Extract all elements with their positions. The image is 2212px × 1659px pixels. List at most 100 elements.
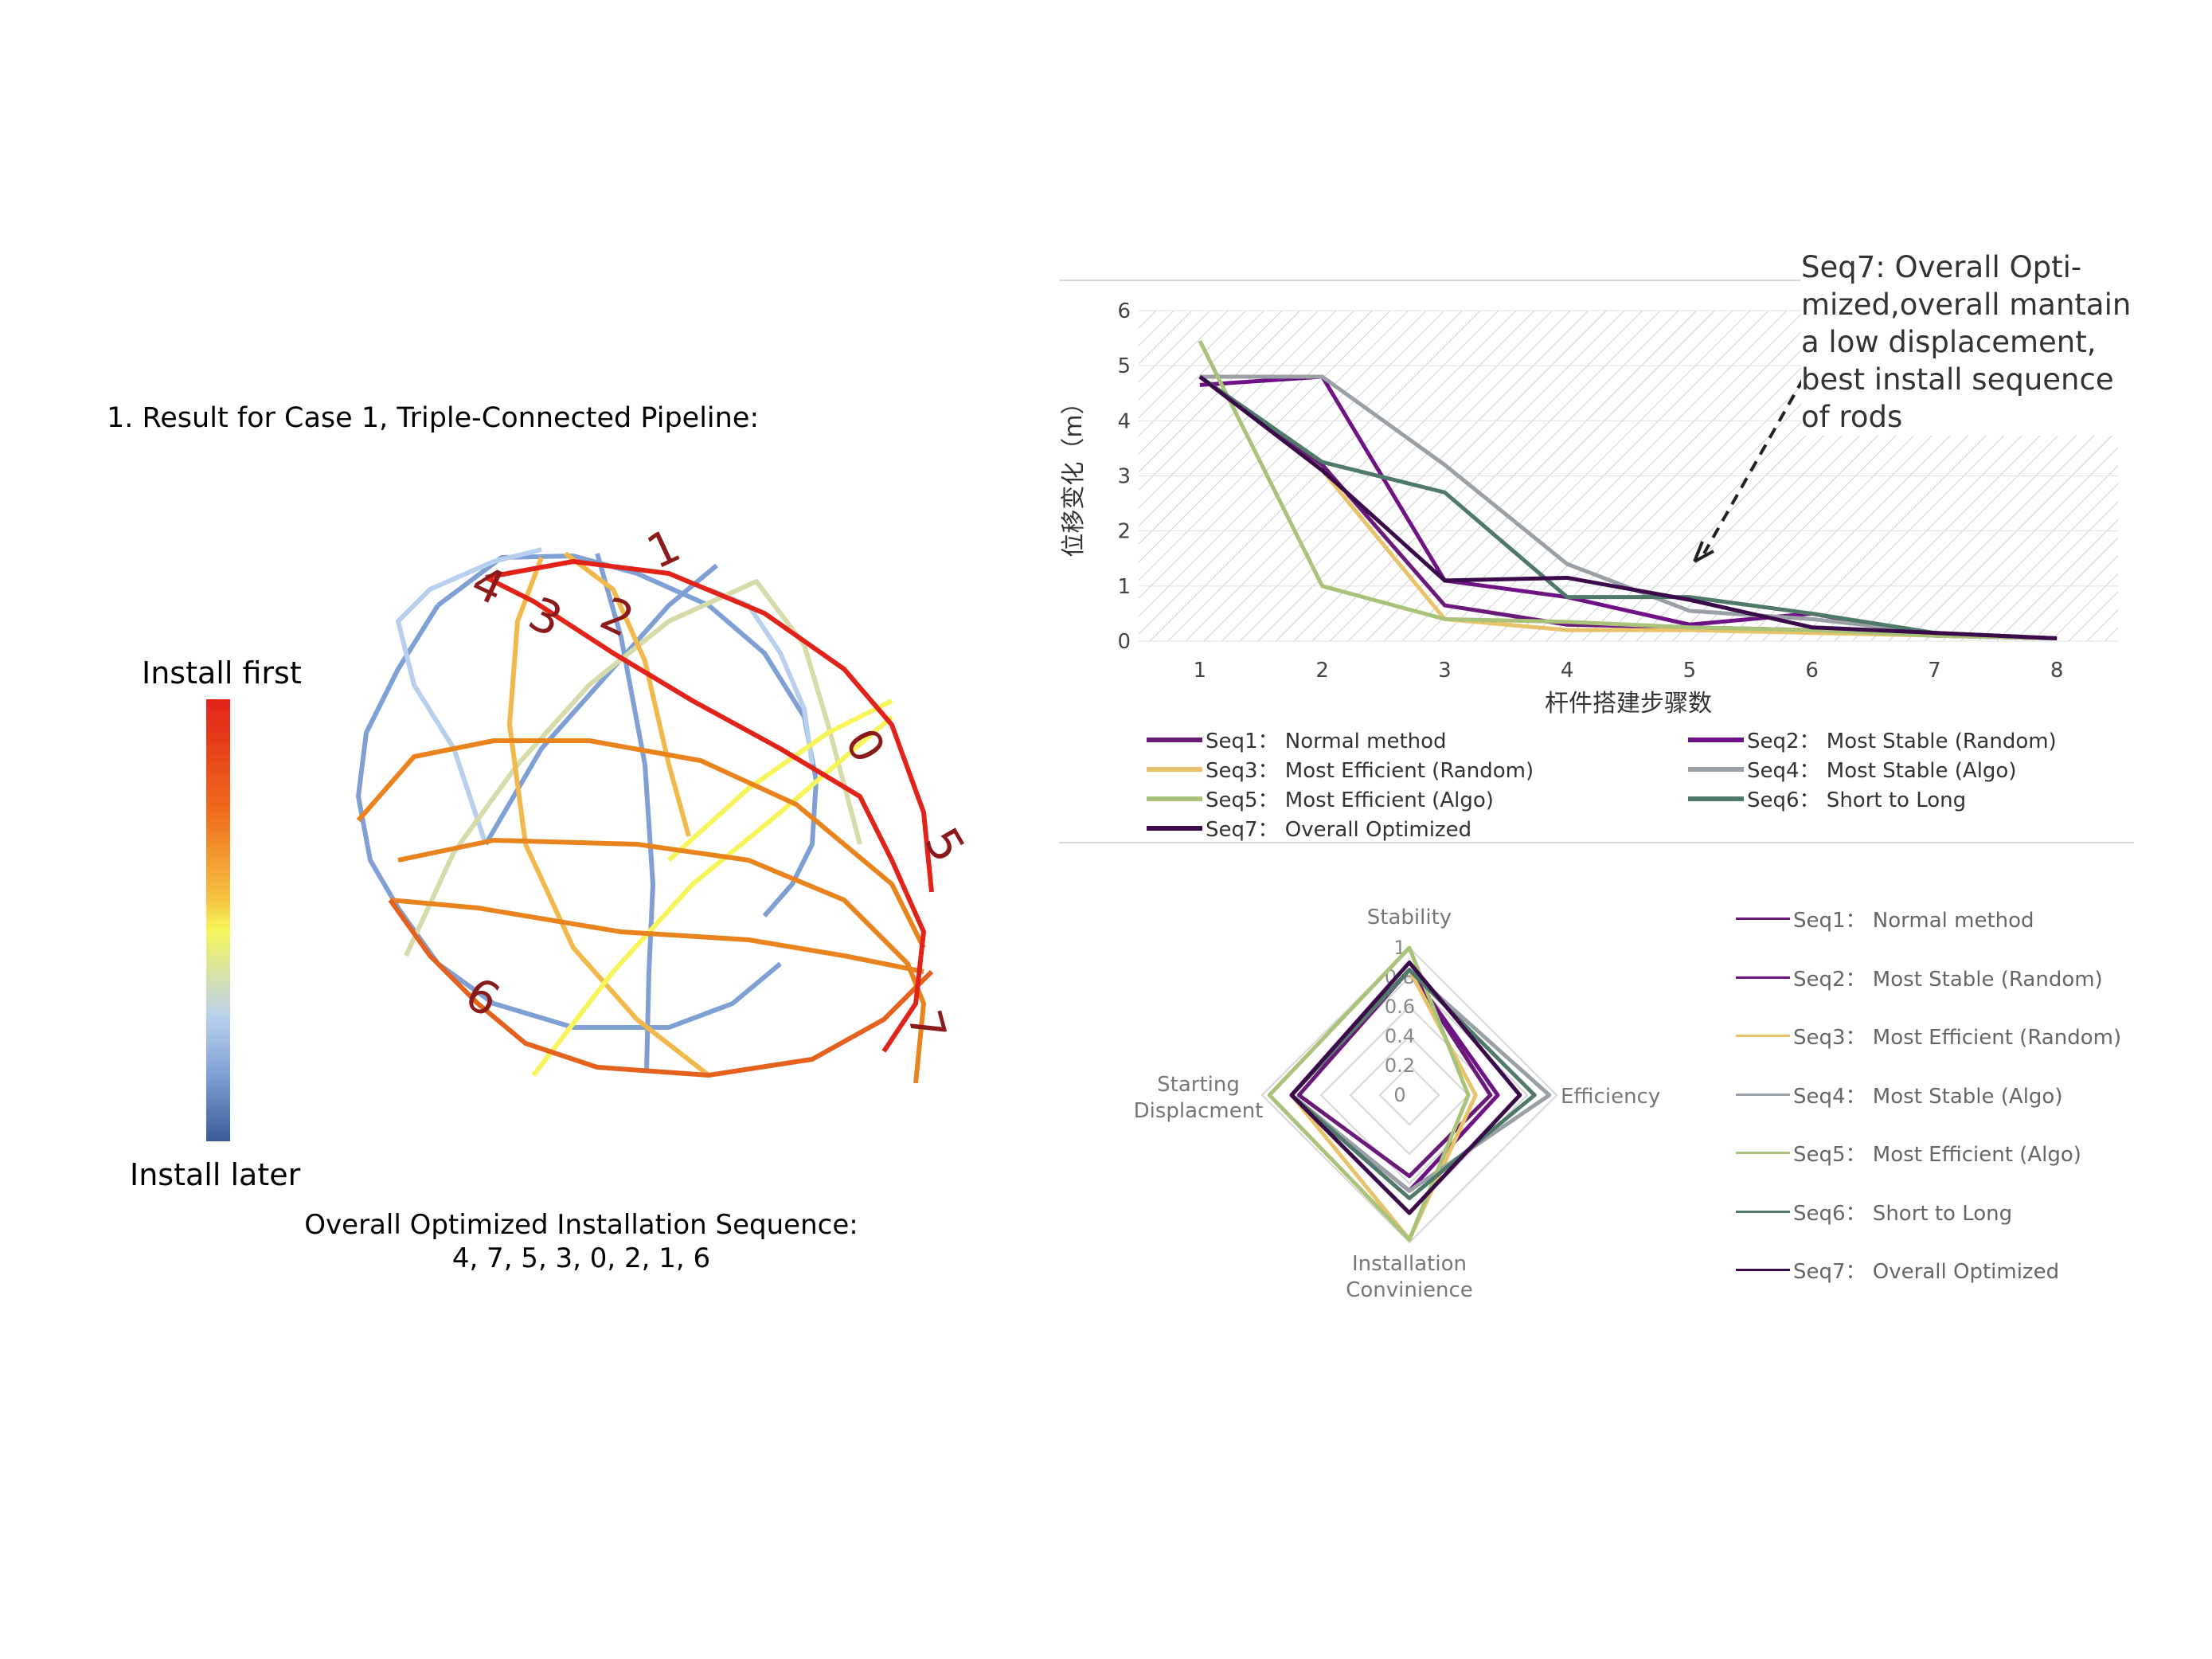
legend-item: Seq4： Most Stable (Algo)	[1736, 1080, 2062, 1109]
radar-axis-label-displacment: Displacment	[1134, 1099, 1264, 1123]
rod-orange-1	[356, 738, 926, 949]
radar-tick-label: 0	[1393, 1084, 1405, 1106]
y-tick-label: 5	[1117, 354, 1131, 378]
legend-item: Seq4： Most Stable (Algo)	[1688, 754, 2016, 784]
rod-yellow-1	[531, 714, 893, 1077]
x-tick-label: 2	[1315, 659, 1329, 683]
rod-blue-diagonal	[483, 563, 718, 846]
rod-blue-outer-right	[436, 554, 819, 918]
x-tick-label: 1	[1194, 659, 1207, 683]
legend-item: Seq2： Most Stable (Random)	[1736, 963, 2103, 992]
legend-label: Seq4： Most Stable (Algo)	[1793, 1084, 2063, 1109]
radar-chart: 00.20.40.60.81 Stability Efficiency Inst…	[1134, 906, 1661, 1302]
rod-red-orange-bottom	[388, 898, 934, 1078]
legend-item: Seq3： Most Efficient (Random)	[1147, 754, 1534, 784]
colorbar-label-top: Install first	[142, 655, 302, 691]
x-tick-label: 6	[1805, 659, 1819, 683]
legend-item: Seq3： Most Efficient (Random)	[1736, 1021, 2121, 1051]
colorbar-label-bottom: Install later	[130, 1157, 301, 1192]
series-line-7	[1198, 375, 2058, 641]
rod-label: 7	[897, 1004, 956, 1047]
legend-label: Seq7： Overall Optimized	[1206, 818, 1472, 842]
legend-swatch	[1147, 796, 1202, 801]
rod-yellow-2	[666, 698, 893, 863]
y-axis-label: 位移变化（m）	[1060, 390, 1088, 557]
y-tick-label: 4	[1117, 409, 1131, 433]
legend-label: Seq1： Normal method	[1793, 909, 2034, 933]
radar-axis-label-starting: Starting	[1157, 1073, 1240, 1097]
legend-label: Seq3： Most Efficient (Random)	[1793, 1026, 2122, 1050]
legend-swatch	[1688, 737, 1744, 742]
radar-axis-label-efficiency: Efficiency	[1561, 1085, 1660, 1109]
legend-swatch	[1736, 1210, 1790, 1213]
radar-axis-label-stability: Stability	[1367, 906, 1452, 929]
radar-grid-ring	[1349, 1035, 1470, 1156]
legend-item: Seq7： Overall Optimized	[1736, 1255, 2059, 1285]
legend-swatch	[1736, 1035, 1790, 1037]
rod-orange-light-1	[507, 556, 710, 1078]
annotation-text: Seq7: Overall Opti-mized,overall mantain…	[1801, 248, 2136, 436]
rod-orange-3	[389, 898, 924, 974]
legend-swatch	[1147, 737, 1202, 742]
legend-swatch	[1688, 796, 1744, 801]
radar-tick-label: 0.6	[1385, 996, 1415, 1018]
legend-label: Seq6： Short to Long	[1793, 1201, 2013, 1226]
line-chart-legend: Seq1： Normal method Seq2： Most Stable (Ra…	[1147, 725, 2150, 844]
x-tick-label: 4	[1561, 659, 1574, 683]
radar-grid-ring	[1260, 946, 1558, 1244]
arrow-head-icon	[1693, 541, 1714, 563]
rod-red-1	[484, 575, 926, 1053]
radar-axis-label-installation: Installation	[1352, 1252, 1467, 1276]
legend-item: Seq6： Short to Long	[1688, 784, 1966, 813]
rod-orange-2	[397, 838, 926, 1083]
y-tick-label: 6	[1117, 299, 1131, 323]
y-tick-label: 2	[1117, 520, 1131, 544]
radar-axis-label-convinience: Convinience	[1346, 1278, 1473, 1302]
legend-item: Seq1： Normal method	[1147, 725, 1447, 754]
rod-red-2	[485, 559, 934, 893]
legend-label: Seq5： Most Efficient (Algo)	[1793, 1143, 2081, 1167]
legend-item: Seq7： Overall Optimized	[1147, 813, 1471, 843]
rod-label: 6	[456, 966, 509, 1027]
radar-series-1	[1296, 968, 1493, 1179]
legend-label: Seq5： Most Efficient (Algo)	[1206, 788, 1494, 812]
radar-series-5	[1267, 945, 1471, 1242]
radar-series-7	[1289, 961, 1522, 1215]
radar-grid-ring	[1319, 1005, 1499, 1185]
legend-swatch	[1736, 918, 1790, 920]
legend-swatch	[1688, 766, 1744, 772]
x-axis-label: 杆件搭建步骤数	[1545, 690, 1712, 718]
radar-grid-ring	[1378, 1064, 1440, 1126]
series-line-5	[1198, 339, 2058, 641]
page-title: 1. Result for Case 1, Triple-Connected P…	[107, 402, 760, 434]
rod-blue-vertical	[595, 553, 655, 1072]
legend-item: Seq1： Normal method	[1736, 904, 2034, 933]
legend-swatch	[1147, 825, 1202, 831]
sequence-values: 4, 7, 5, 3, 0, 2, 1, 6	[451, 1242, 711, 1274]
legend-label: Seq1： Normal method	[1206, 730, 1447, 753]
rod-pale-green	[404, 579, 862, 957]
sphere-diagram: 1 4 3 2 0 5 6 7	[356, 526, 975, 1083]
legend-swatch	[1736, 1152, 1790, 1154]
series-line-6	[1198, 374, 2058, 641]
legend-swatch	[1736, 976, 1790, 979]
legend-swatch	[1736, 1269, 1790, 1271]
colorbar	[206, 699, 230, 1141]
legend-item: Seq6： Short to Long	[1736, 1197, 2012, 1227]
y-tick-label: 0	[1117, 630, 1131, 654]
y-tick-label: 1	[1117, 575, 1131, 599]
x-tick-label: 5	[1683, 659, 1697, 683]
legend-swatch	[1736, 1093, 1790, 1096]
x-tick-label: 8	[2050, 659, 2064, 683]
rod-orange-light-2	[564, 551, 691, 837]
legend-label: Seq3： Most Efficient (Random)	[1206, 759, 1534, 783]
legend-label: Seq4： Most Stable (Algo)	[1747, 759, 2017, 783]
x-tick-label: 3	[1438, 659, 1452, 683]
radar-chart-legend: Seq1： Normal method Seq2： Most Stable (Ra…	[1736, 904, 2150, 1286]
legend-label: Seq2： Most Stable (Random)	[1793, 967, 2103, 992]
radar-tick-label: 0.4	[1385, 1025, 1415, 1047]
legend-item: Seq5： Most Efficient (Algo)	[1147, 784, 1494, 813]
legend-swatch	[1147, 766, 1202, 772]
legend-label: Seq7： Overall Optimized	[1793, 1260, 2060, 1284]
sequence-title: Overall Optimized Installation Sequence:	[304, 1209, 858, 1241]
